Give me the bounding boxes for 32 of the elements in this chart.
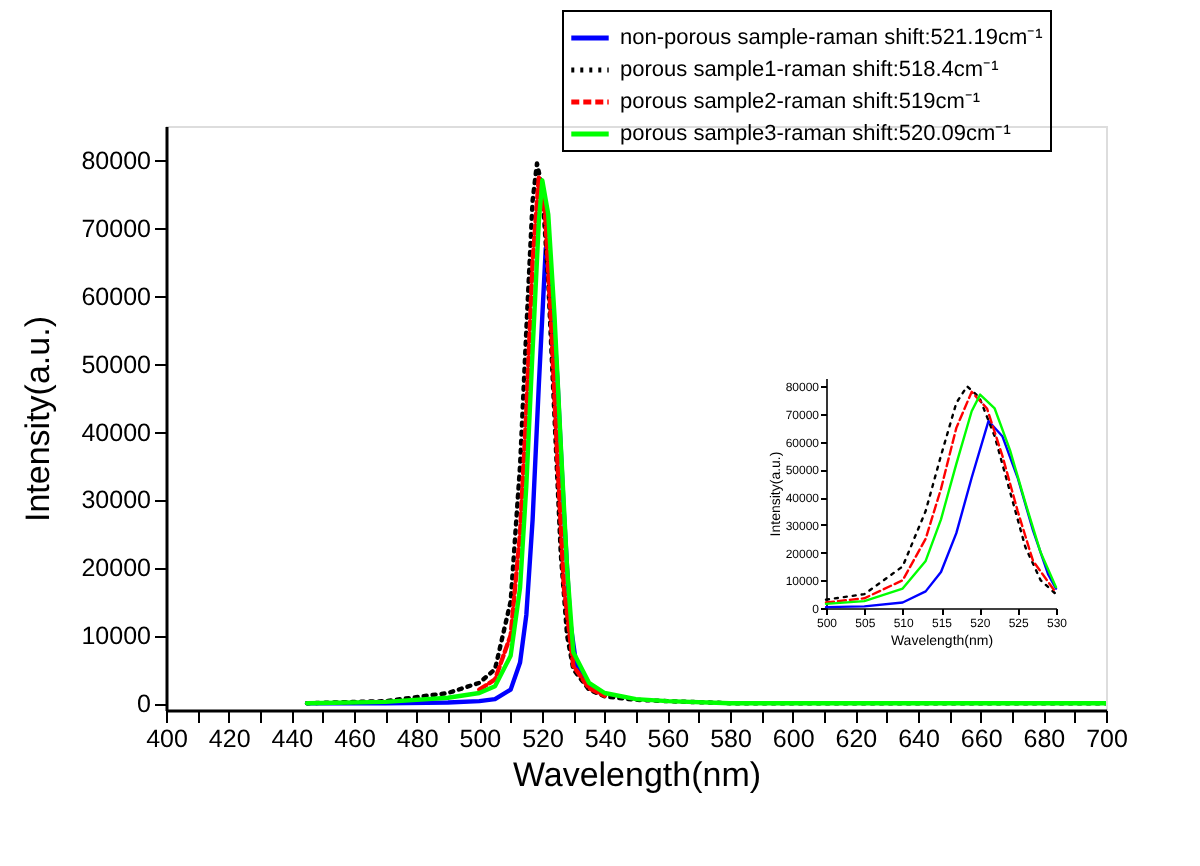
x-tick-label: 420 — [208, 725, 251, 753]
x-tick-label: 700 — [1086, 725, 1128, 753]
y-axis-title: Intensity(a.u.) — [19, 316, 58, 522]
x-tick-label: 400 — [146, 725, 188, 753]
x-tick-label: 640 — [898, 725, 940, 753]
x-tick-label: 620 — [835, 725, 878, 753]
legend-label: porous sample2-raman shift:519cm⁻¹ — [620, 90, 981, 114]
x-axis-title: Wavelength(nm) — [512, 756, 762, 794]
x-tick-label: 440 — [271, 725, 314, 753]
y-tick-label: 40000 — [81, 418, 152, 447]
x-tick-label: 540 — [584, 725, 627, 753]
x-tick-label: 480 — [396, 725, 439, 753]
y-tick-label: 50000 — [81, 350, 152, 379]
x-tick-label: 560 — [647, 725, 690, 753]
legend-label: porous sample3-raman shift:520.09cm⁻¹ — [620, 122, 1012, 146]
y-tick-label: 80000 — [81, 146, 152, 175]
y-tick-label: 60000 — [81, 282, 152, 311]
x-tick-label: 580 — [710, 725, 752, 753]
y-tick-label: 10000 — [81, 622, 152, 651]
y-tick-label: 30000 — [81, 486, 152, 515]
x-tick-label: 460 — [334, 725, 376, 753]
x-tick-label: 500 — [459, 725, 502, 753]
y-tick-label: 20000 — [81, 554, 152, 583]
legend-label: porous sample1-raman shift:518.4cm⁻¹ — [620, 58, 1000, 82]
y-tick-label: 0 — [137, 690, 152, 719]
x-tick-label: 520 — [522, 725, 564, 753]
x-tick-label: 660 — [960, 725, 1003, 753]
legend-label: non-porous sample-raman shift:521.19cm⁻¹ — [620, 26, 1044, 50]
x-tick-label: 680 — [1023, 725, 1066, 753]
x-tick-label: 600 — [772, 725, 815, 753]
y-tick-label: 70000 — [81, 214, 152, 243]
line-series — [477, 174, 607, 698]
